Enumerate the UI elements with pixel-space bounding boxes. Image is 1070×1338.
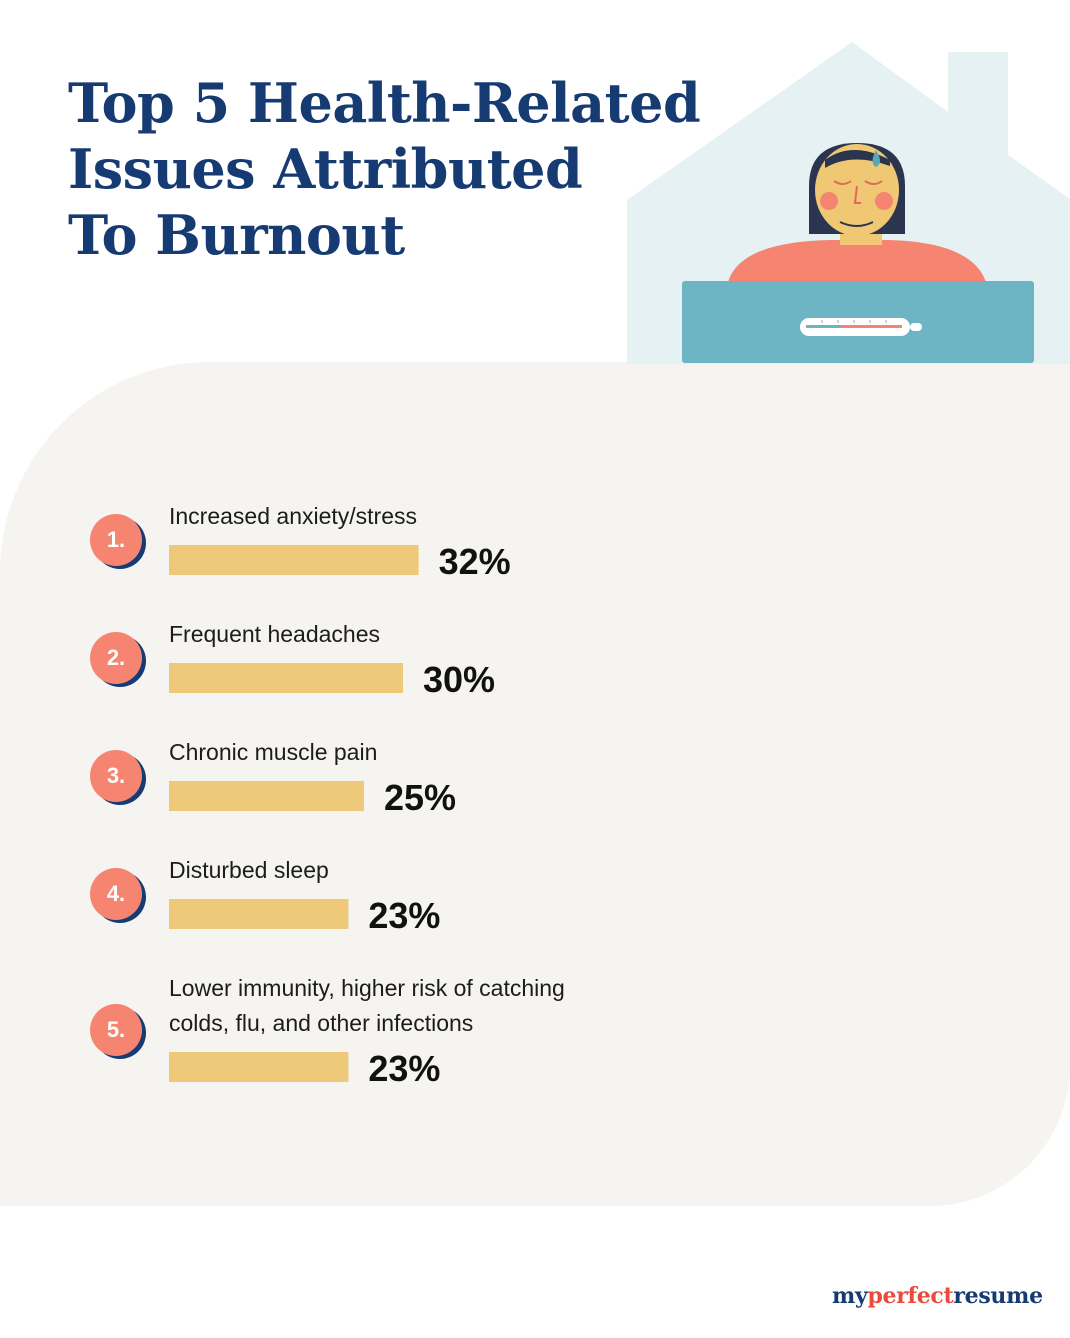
value-label: 30% — [423, 659, 496, 700]
category-label: Disturbed sleep — [169, 857, 329, 883]
value-label: 23% — [368, 1048, 441, 1089]
category-label: Chronic muscle pain — [169, 739, 378, 765]
rank-badge: 1. — [90, 514, 142, 566]
chart-title-line-3: To Burnout — [68, 203, 405, 267]
chart-title-line-1: Top 5 Health-Related — [68, 71, 701, 135]
category-label-multiline: Lower immunity, higher risk of catching … — [169, 971, 565, 1041]
value-label: 23% — [368, 895, 441, 936]
bar — [169, 1052, 349, 1082]
sick-person-illustration — [627, 42, 1070, 364]
brand-logo-part: my — [832, 1283, 868, 1309]
category-label: Frequent headaches — [169, 621, 380, 647]
value-label: 25% — [384, 777, 457, 818]
bar — [169, 899, 349, 929]
chart-title-line-2: Issues Attributed — [68, 137, 583, 201]
bar — [169, 663, 403, 693]
category-label-line: colds, flu, and other infections — [169, 1010, 474, 1036]
bar — [169, 781, 364, 811]
category-label: Increased anxiety/stress — [169, 503, 418, 529]
category-label-line: Lower immunity, higher risk of catching — [169, 975, 565, 1001]
thermometer-icon — [800, 318, 922, 336]
chart-title: Top 5 Health-Related Issues Attributed T… — [68, 70, 701, 268]
brand-logo-part: perfect — [867, 1283, 954, 1309]
rank-badge: 2. — [90, 632, 142, 684]
person-icon — [728, 143, 986, 282]
value-label: 32% — [438, 541, 511, 582]
rank-badge: 4. — [90, 868, 142, 920]
brand-logo-part: resume — [953, 1283, 1043, 1309]
brand-logo: myperfectresume — [832, 1283, 1043, 1309]
rank-badge: 5. — [90, 1004, 142, 1056]
sweat-drop-icon — [872, 150, 880, 167]
bar — [169, 545, 419, 575]
rank-badge: 3. — [90, 750, 142, 802]
